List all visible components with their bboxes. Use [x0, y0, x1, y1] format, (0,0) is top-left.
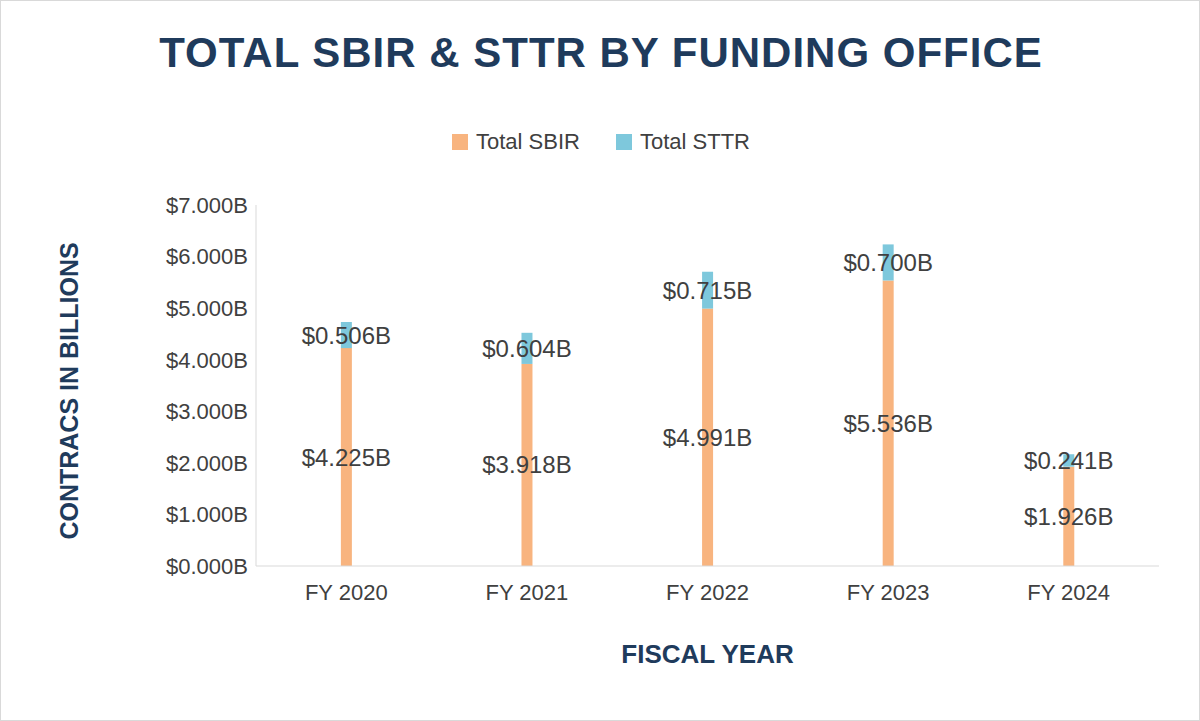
html-text:Total STTR: Total STTR [640, 129, 750, 154]
svg-text:$5.536B: $5.536B [843, 410, 932, 437]
svg-text:$0.604B: $0.604B [482, 335, 571, 362]
svg-text:$0.506B: $0.506B [302, 322, 391, 349]
svg-text:$1.000B: $1.000B [166, 502, 248, 527]
svg-text:$0.715B: $0.715B [663, 277, 752, 304]
html-text:FISCAL YEAR: FISCAL YEAR [621, 639, 794, 669]
svg-text:$4.991B: $4.991B [663, 424, 752, 451]
svg-text:$6.000B: $6.000B [166, 244, 248, 269]
svg-text:$2.000B: $2.000B [166, 451, 248, 476]
svg-text:FY 2022: FY 2022 [666, 580, 749, 605]
svg-text:$0.241B: $0.241B [1024, 447, 1113, 474]
html-text:Total SBIR: Total SBIR [476, 129, 580, 154]
svg-text:$3.918B: $3.918B [482, 451, 571, 478]
svg-text:$5.000B: $5.000B [166, 296, 248, 321]
svg-text:$4.000B: $4.000B [166, 348, 248, 373]
svg-text:$1.926B: $1.926B [1024, 503, 1113, 530]
svg-text:FY 2020: FY 2020 [305, 580, 388, 605]
html-text:TOTAL SBIR & STTR BY FUNDING O: TOTAL SBIR & STTR BY FUNDING OFFICE [159, 29, 1043, 76]
svg-text:FY 2023: FY 2023 [847, 580, 930, 605]
svg-text:$0.700B: $0.700B [843, 249, 932, 276]
svg-text:$0.000B: $0.000B [166, 554, 248, 579]
svg-text:$7.000B: $7.000B [166, 193, 248, 218]
svg-text:$4.225B: $4.225B [302, 444, 391, 471]
svg-text:$3.000B: $3.000B [166, 399, 248, 424]
svg-text:FY 2024: FY 2024 [1027, 580, 1110, 605]
svg-text:FY 2021: FY 2021 [486, 580, 569, 605]
html-text:CONTRACS IN BILLIONS: CONTRACS IN BILLIONS [54, 242, 83, 540]
